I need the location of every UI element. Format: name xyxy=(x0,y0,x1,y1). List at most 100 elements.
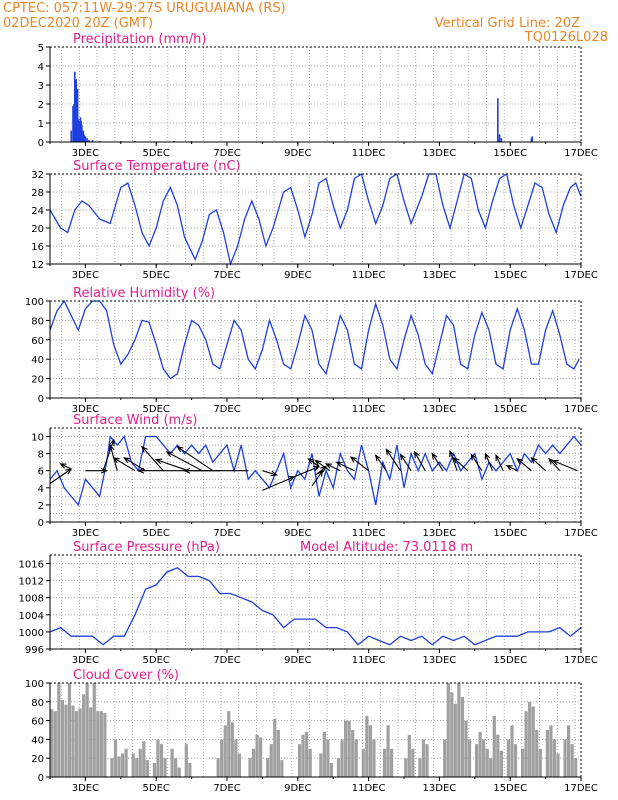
x-tick-label: 13DEC xyxy=(423,148,457,159)
cloud-bar xyxy=(460,697,465,777)
x-tick-label: 7DEC xyxy=(213,404,240,415)
wind-vector-arrow xyxy=(399,453,412,472)
cloud-bar xyxy=(520,748,525,777)
wind-vector-arrow xyxy=(112,457,136,472)
x-tick-label: 9DEC xyxy=(284,783,311,794)
cloud-bar xyxy=(386,725,390,777)
cloud-bar xyxy=(216,758,220,777)
cloud-bar xyxy=(372,739,376,777)
wind-vector-arrow xyxy=(470,453,483,472)
cloud-bar xyxy=(50,709,54,777)
wind-vector-arrow xyxy=(516,457,532,472)
wind-vector-arrow xyxy=(335,461,355,472)
cloud-bar xyxy=(237,753,241,777)
wind-vector-arrow xyxy=(530,456,546,472)
y-tick-label: 2 xyxy=(38,501,44,512)
y-tick-label: 0 xyxy=(38,518,44,529)
x-tick-label: 3DEC xyxy=(72,404,99,415)
x-tick-label: 11DEC xyxy=(352,655,386,666)
x-tick-label: 11DEC xyxy=(352,148,386,159)
wind-vector-arrow xyxy=(551,459,578,472)
cloud-bar xyxy=(450,692,454,777)
y-tick-label: 80 xyxy=(31,316,44,327)
cloud-bar xyxy=(177,767,181,777)
cloud-bar xyxy=(340,739,344,777)
cloud-bar xyxy=(142,741,146,777)
panel-title: Surface Wind (m/s) xyxy=(73,413,197,428)
cloud-bar xyxy=(443,739,447,777)
cloud-bar xyxy=(280,760,284,777)
x-tick-label: 5DEC xyxy=(143,528,170,539)
x-tick-label: 17DEC xyxy=(564,655,598,666)
wind-vector-arrow xyxy=(314,459,331,472)
precip-bar xyxy=(72,105,74,142)
cloud-bar xyxy=(103,713,107,777)
cloud-bar xyxy=(510,725,514,777)
y-tick-label: 0 xyxy=(38,138,44,149)
x-tick-label: 9DEC xyxy=(284,655,311,666)
x-tick-label: 15DEC xyxy=(493,783,527,794)
model-code: TQ0126L028 xyxy=(524,30,608,45)
cloud-bar xyxy=(273,718,277,777)
cloud-bar xyxy=(85,683,89,777)
cloud-bar xyxy=(276,730,280,777)
y-tick-label: 24 xyxy=(31,206,44,217)
cloud-bar xyxy=(404,758,408,777)
x-tick-label: 11DEC xyxy=(352,783,386,794)
cloud-bar xyxy=(478,731,482,777)
cloud-bar xyxy=(74,711,79,777)
cloud-bar xyxy=(89,707,93,777)
x-tick-label: 9DEC xyxy=(284,404,311,415)
cloud-bar xyxy=(110,758,114,777)
cloud-bar xyxy=(145,760,149,777)
y-tick-label: 3 xyxy=(38,81,44,92)
y-tick-label: 40 xyxy=(31,735,44,746)
cloud-bar xyxy=(347,720,351,777)
x-tick-label: 17DEC xyxy=(564,404,598,415)
cloud-bar xyxy=(184,744,188,777)
wind-vector-arrow xyxy=(452,456,469,472)
y-tick-label: 12 xyxy=(31,260,44,271)
wind-vector-arrow xyxy=(176,445,214,472)
y-tick-label: 2 xyxy=(38,100,44,111)
cloud-bar xyxy=(326,739,330,777)
x-tick-label: 15DEC xyxy=(493,528,527,539)
model-altitude-label: Model Altitude: 73.0118 m xyxy=(300,540,473,555)
wind-vector-arrow xyxy=(123,457,146,472)
cloud-bar xyxy=(556,753,560,777)
x-tick-label: 5DEC xyxy=(143,148,170,159)
x-tick-label: 17DEC xyxy=(564,783,598,794)
y-tick-label: 6 xyxy=(38,467,44,478)
y-tick-label: 1008 xyxy=(19,594,44,605)
cloud-bar xyxy=(531,706,535,777)
wind-vector-arrow xyxy=(311,469,324,487)
y-tick-label: 1004 xyxy=(19,611,44,622)
y-tick-label: 20 xyxy=(31,754,44,765)
wind-vector-arrow xyxy=(85,467,108,474)
x-tick-label: 3DEC xyxy=(72,270,99,281)
cloud-bar xyxy=(269,744,273,777)
cloud-bar xyxy=(407,734,411,777)
x-tick-label: 11DEC xyxy=(352,404,386,415)
cloud-bar xyxy=(329,762,334,777)
panel-pressure: Surface Pressure (hPa) Model Altitude: 73… xyxy=(19,540,598,666)
cloud-bar xyxy=(538,748,542,777)
cloud-bar xyxy=(78,708,82,777)
cloud-bar xyxy=(227,711,231,777)
wind-vector-arrow xyxy=(165,451,203,472)
wind-vector-arrow xyxy=(374,454,387,472)
x-tick-label: 3DEC xyxy=(72,655,99,666)
cloud-bar xyxy=(489,758,493,777)
cloud-bar xyxy=(482,739,486,777)
cloud-bar xyxy=(474,744,479,777)
y-tick-label: 0 xyxy=(38,773,44,784)
cloud-bar xyxy=(425,744,429,777)
cloud-bar xyxy=(297,744,302,777)
wind-vector-arrow xyxy=(484,452,494,471)
cloud-bar xyxy=(259,737,263,777)
precip-bar xyxy=(497,98,499,142)
wind-vector-arrow xyxy=(307,457,320,467)
y-tick-label: 20 xyxy=(31,375,44,386)
